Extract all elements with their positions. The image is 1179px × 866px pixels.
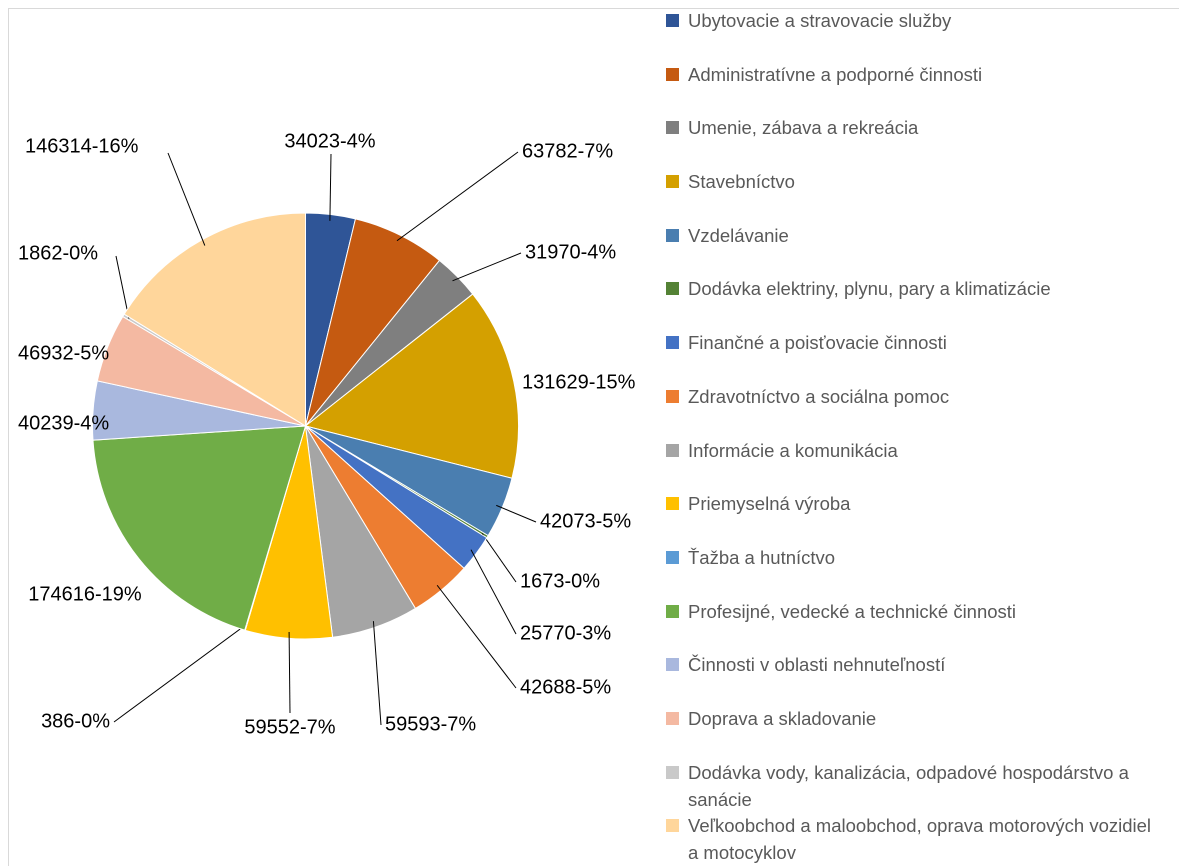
- pie-slice: [123, 212, 306, 427]
- legend-swatch: [666, 711, 679, 725]
- legend-swatch: [666, 67, 679, 81]
- legend-item: Doprava a skladovanie: [666, 705, 1166, 759]
- legend-label: Činnosti v oblasti nehnuteľností: [688, 654, 946, 676]
- legend-label: Finančné a poisťovacie činnosti: [688, 332, 947, 354]
- data-label: 59593-7%: [385, 713, 476, 735]
- data-label: 25770-3%: [520, 622, 611, 644]
- data-label: 34023-4%: [284, 130, 375, 152]
- legend-swatch: [666, 765, 679, 779]
- leader-line: [329, 153, 332, 221]
- leader-line: [481, 533, 517, 583]
- leader-line: [496, 504, 537, 523]
- legend-item: Zdravotníctvo a sociálna pomoc: [666, 383, 1166, 437]
- legend-swatch: [666, 121, 679, 135]
- legend-item: Dodávka elektriny, plynu, pary a klimati…: [666, 275, 1166, 329]
- legend-item: Ťažba a hutníctvo: [666, 544, 1166, 598]
- data-label: 131629-15%: [522, 371, 636, 393]
- legend-label: Ťažba a hutníctvo: [688, 546, 836, 568]
- legend-item: Finančné a poisťovacie činnosti: [666, 329, 1166, 383]
- legend-swatch: [666, 497, 679, 511]
- legend-item: Informácie a komunikácia: [666, 437, 1166, 491]
- leader-line: [288, 631, 291, 714]
- leader-line: [436, 584, 517, 689]
- leader-line: [167, 152, 206, 246]
- legend: Ubytovacie a stravovacie služby Administr…: [666, 7, 1166, 866]
- data-label: 40239-4%: [18, 412, 109, 434]
- legend-label: Ubytovacie a stravovacie služby: [688, 10, 952, 31]
- data-label: 46932-5%: [18, 342, 109, 364]
- legend-swatch: [666, 282, 679, 296]
- leader-line: [115, 255, 130, 319]
- leader-line: [396, 151, 519, 242]
- legend-label: Vzdelávanie: [688, 224, 789, 246]
- legend-item: Veľkoobchod a maloobchod, oprava motorov…: [666, 812, 1166, 866]
- legend-swatch: [666, 175, 679, 189]
- legend-label: Doprava a skladovanie: [688, 707, 877, 729]
- data-label: 42688-5%: [520, 676, 611, 698]
- legend-item: Dodávka vody, kanalizácia, odpadové hosp…: [666, 759, 1166, 813]
- data-label: 1673-0%: [520, 570, 600, 592]
- legend-label: Profesijné, vedecké a technické činnosti: [688, 600, 1017, 622]
- data-label: 31970-4%: [525, 241, 616, 263]
- legend-item: Umenie, zábava a rekreácia: [666, 114, 1166, 168]
- legend-label: Informácie a komunikácia: [688, 439, 898, 461]
- legend-label: Umenie, zábava a rekreácia: [688, 117, 919, 139]
- legend-swatch: [666, 14, 679, 27]
- data-label: 42073-5%: [540, 510, 631, 532]
- data-label: 146314-16%: [25, 135, 139, 157]
- legend-swatch: [666, 604, 679, 618]
- leader-line: [452, 252, 522, 282]
- legend-label: Administratívne a podporné činnosti: [688, 63, 983, 85]
- legend-item: Činnosti v oblasti nehnuteľností: [666, 651, 1166, 705]
- legend-item: Ubytovacie a stravovacie služby: [666, 7, 1166, 61]
- legend-label: Veľkoobchod a maloobchod, oprava motorov…: [688, 815, 1152, 864]
- data-label: 386-0%: [41, 710, 110, 732]
- legend-item: Stavebníctvo: [666, 168, 1166, 222]
- legend-swatch: [666, 658, 679, 672]
- legend-swatch: [666, 389, 679, 403]
- legend-item: Priemyselná výroba: [666, 490, 1166, 544]
- pie-slice: [304, 293, 519, 479]
- pie-slice: [92, 425, 307, 631]
- legend-item: Profesijné, vedecké a technické činnosti: [666, 598, 1166, 652]
- data-label: 1862-0%: [18, 242, 98, 264]
- legend-swatch: [666, 819, 679, 833]
- leader-line: [113, 623, 248, 723]
- data-label: 174616-19%: [28, 583, 142, 605]
- legend-label: Dodávka elektriny, plynu, pary a klimati…: [688, 278, 1051, 300]
- legend-item: Vzdelávanie: [666, 222, 1166, 276]
- chart-border: [8, 8, 1179, 866]
- legend-label: Stavebníctvo: [688, 171, 795, 193]
- legend-swatch: [666, 550, 679, 564]
- legend-label: Zdravotníctvo a sociálna pomoc: [688, 385, 950, 407]
- legend-label: Priemyselná výroba: [688, 493, 851, 515]
- legend-label: Dodávka vody, kanalizácia, odpadové hosp…: [688, 761, 1129, 810]
- data-label: 63782-7%: [522, 140, 613, 162]
- legend-swatch: [666, 443, 679, 457]
- leader-line: [372, 621, 382, 726]
- data-label: 59552-7%: [244, 716, 335, 738]
- legend-item: Administratívne a podporné činnosti: [666, 61, 1166, 115]
- legend-swatch: [666, 228, 679, 242]
- legend-swatch: [666, 336, 679, 350]
- leader-line: [470, 549, 517, 635]
